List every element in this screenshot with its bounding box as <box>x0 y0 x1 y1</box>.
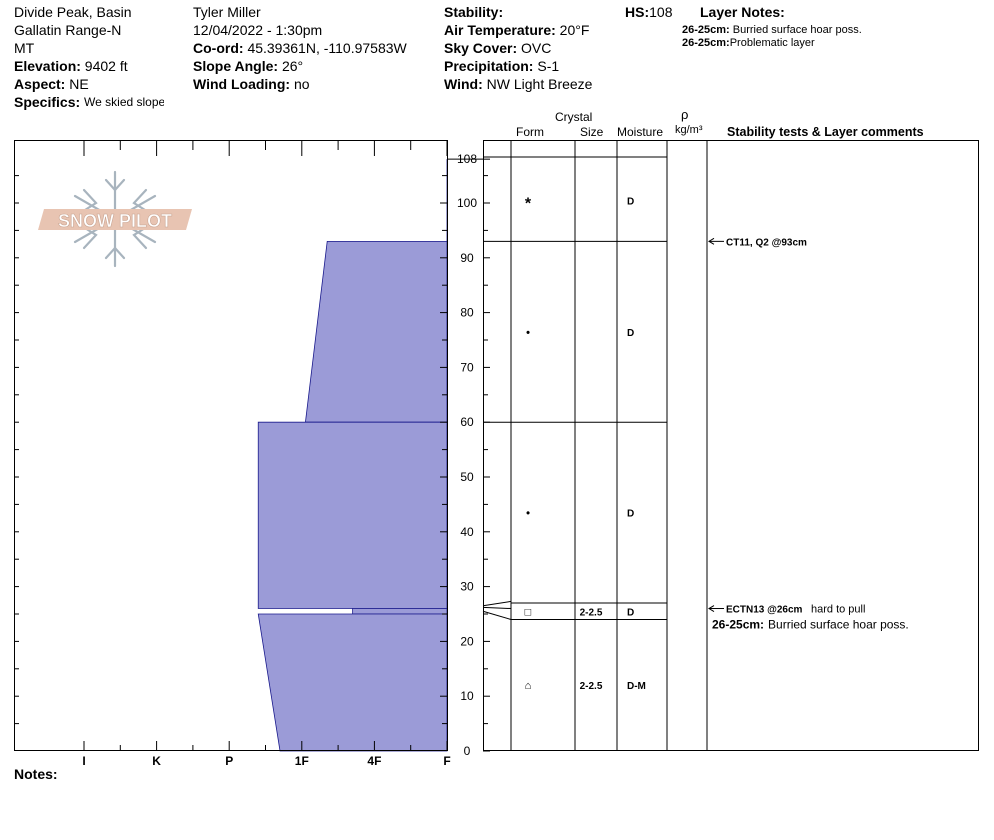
coord-field: Co-ord: 45.39361N, -110.97583W <box>193 40 407 56</box>
layer-comment-0: 26-25cm: Burried surface hoar poss. <box>712 618 909 632</box>
precipitation-field: Precipitation: S-1 <box>444 58 560 74</box>
moisture-header: Moisture <box>617 125 664 139</box>
aspect-field: Aspect: NE <box>14 76 89 92</box>
layer-note-2: 26-25cm:Problematic layer <box>682 37 815 49</box>
size-header: Size <box>580 125 604 139</box>
depth-tick-label-10: 10 <box>460 689 474 703</box>
hardness-label-K: K <box>152 754 161 768</box>
notes-label: Notes: <box>14 766 58 782</box>
depth-tick-label-60: 60 <box>460 415 474 429</box>
location-line-2: Gallatin Range-N <box>14 22 122 38</box>
hardness-label-F: F <box>443 754 450 768</box>
depth-tick-label-100: 100 <box>457 196 477 210</box>
depth-tick-label-0: 0 <box>464 744 471 758</box>
stability-field: Stability: <box>444 4 504 20</box>
layer-moisture-2: D <box>627 509 634 520</box>
slope-angle-field: Slope Angle: 26° <box>193 58 304 74</box>
hardness-label-P: P <box>225 754 233 768</box>
layer-moisture-0: D <box>627 196 634 207</box>
rho-header: ρ <box>681 107 689 122</box>
sky-cover-field: Sky Cover: OVC <box>444 40 552 56</box>
location-line-1: Divide Peak, Basin <box>14 4 132 20</box>
wind-field: Wind: NW Light Breeze <box>444 76 593 92</box>
layer-form-4: ⌂ <box>525 680 532 692</box>
depth-tick-label-90: 90 <box>460 251 474 265</box>
layer-table-frame <box>483 140 979 751</box>
crystal-header: Crystal <box>555 110 593 124</box>
stability-test-0: CT11, Q2 @93cm <box>726 237 807 248</box>
depth-tick-label-40: 40 <box>460 525 474 539</box>
depth-tick-label-30: 30 <box>460 580 474 594</box>
stability-arrow-head <box>708 605 715 612</box>
layer-notes-title: Layer Notes: <box>700 4 785 20</box>
layer-note-1: 26-25cm: Burried surface hoar poss. <box>682 24 862 36</box>
observation-datetime: 12/04/2022 - 1:30pm <box>193 22 323 38</box>
layer-size-4: 2-2.5 <box>580 681 603 692</box>
depth-tick-label-70: 70 <box>460 360 474 374</box>
layer-form-3: □ <box>525 606 532 618</box>
hardness-bar-2 <box>257 421 448 609</box>
layer-size-3: 2-2.5 <box>580 607 603 618</box>
depth-tick-label-50: 50 <box>460 470 474 484</box>
layer-moisture-3: D <box>627 607 634 618</box>
hardness-label-4F: 4F <box>367 754 381 768</box>
depth-tick-label-80: 80 <box>460 306 474 320</box>
elevation-field: Elevation: 9402 ft <box>14 58 128 74</box>
stability-test-1: ECTN13 @26cm <box>726 605 803 616</box>
hardness-plot-frame <box>14 140 448 751</box>
hardness-bar-3 <box>352 608 448 615</box>
observer-name: Tyler Miller <box>193 4 261 20</box>
hardness-bar-4 <box>257 613 448 752</box>
stability-test-extra-1: hard to pull <box>811 604 865 616</box>
layer-form-1: • <box>526 327 530 339</box>
location-line-3: MT <box>14 40 35 56</box>
form-header: Form <box>516 125 544 139</box>
hardness-bar-1 <box>304 240 448 423</box>
specifics-field: Specifics: We skied slope <box>14 94 165 110</box>
depth-tick-label-20: 20 <box>460 634 474 648</box>
hardness-label-1F: 1F <box>295 754 309 768</box>
hardness-label-I: I <box>82 754 85 768</box>
thin-layer-pointer <box>482 610 512 620</box>
thin-layer-pointer <box>482 606 512 610</box>
thin-layer-pointer <box>482 600 512 607</box>
layer-form-0: * <box>525 195 532 212</box>
layer-form-2: • <box>526 508 530 520</box>
density-unit-header: kg/m³ <box>675 124 703 136</box>
air-temp-field: Air Temperature: 20°F <box>444 22 590 38</box>
layer-moisture-1: D <box>627 328 634 339</box>
stability-arrow-head <box>708 237 715 245</box>
comments-header: Stability tests & Layer comments <box>727 125 924 139</box>
layer-moisture-4: D-M <box>627 681 646 692</box>
hs-field: HS:108 <box>625 4 673 20</box>
wind-loading-field: Wind Loading: no <box>193 76 310 92</box>
